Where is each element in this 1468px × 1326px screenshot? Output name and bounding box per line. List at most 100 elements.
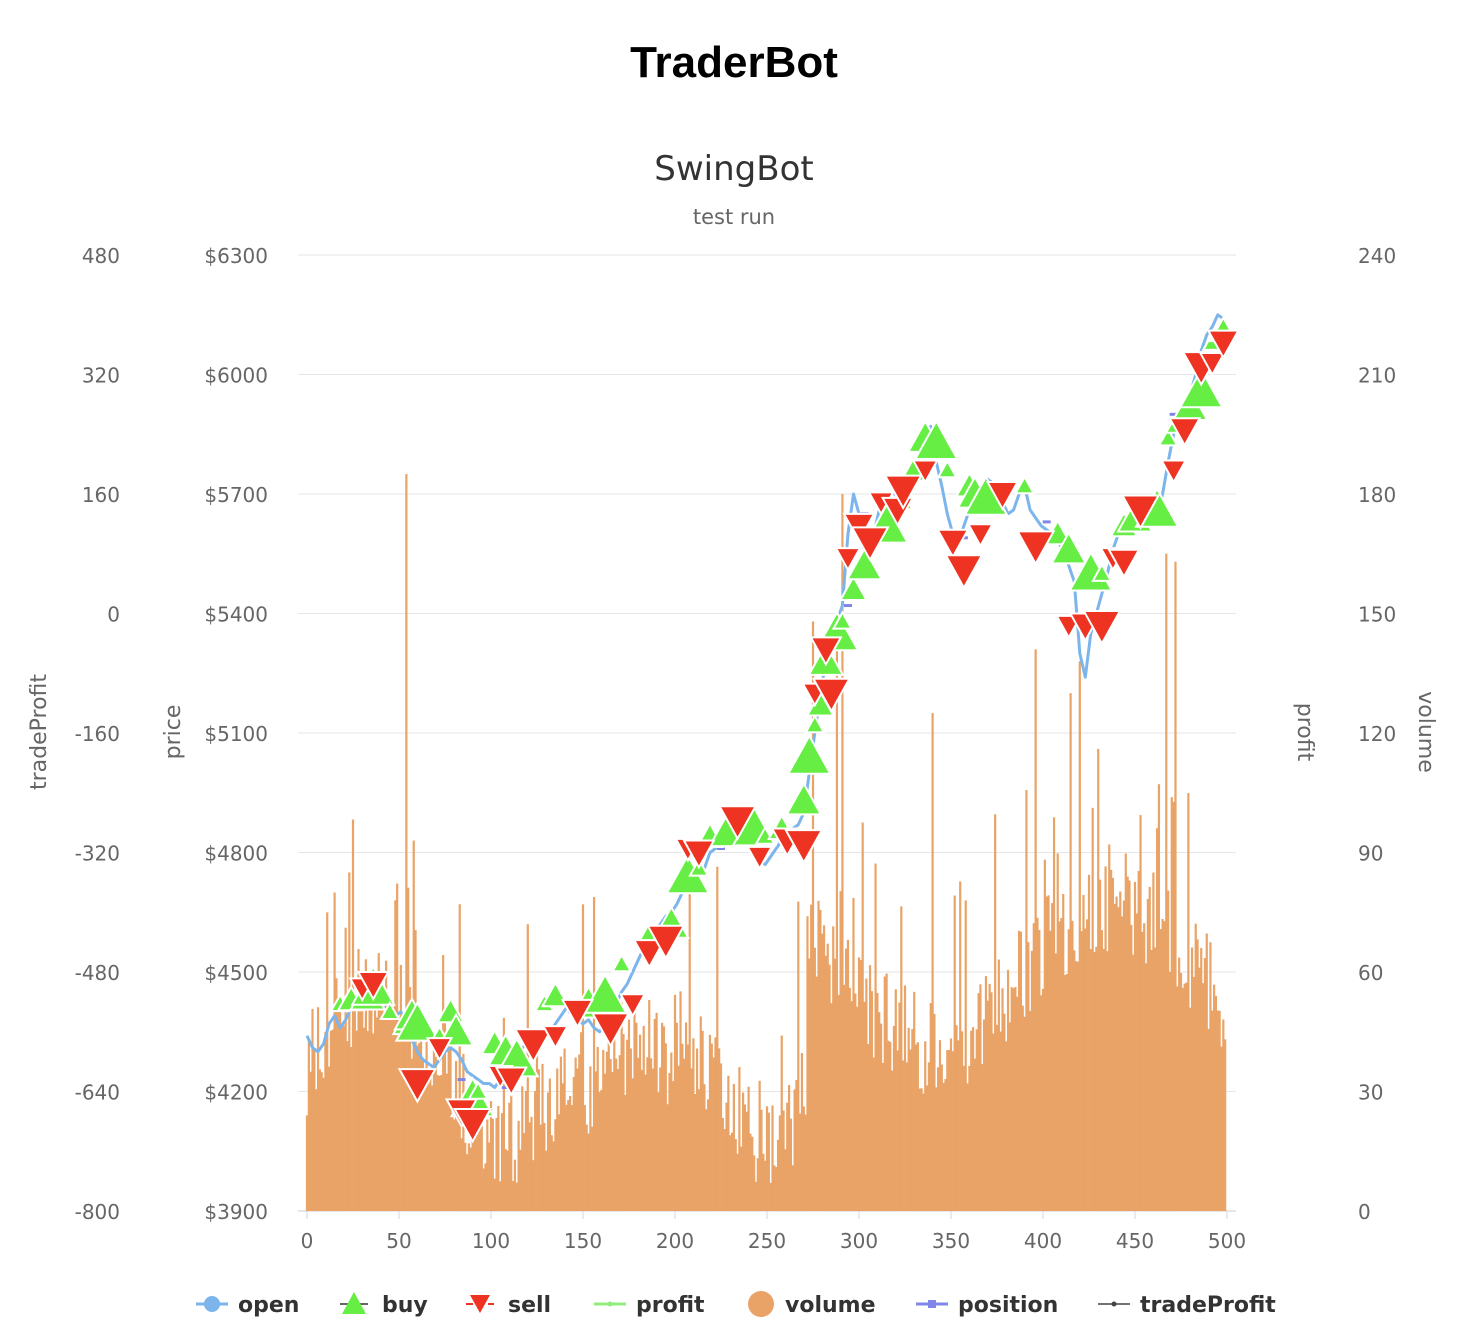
volume-bar <box>342 1025 345 1211</box>
volume-bar <box>1190 947 1194 1211</box>
volume-bar <box>1012 988 1015 1211</box>
volume-bar <box>379 1000 382 1211</box>
volume-bar <box>1126 876 1129 1211</box>
volume-bar <box>504 1149 507 1211</box>
volume-tick-label: 0 <box>1358 1200 1371 1224</box>
volume-bar <box>751 1136 754 1211</box>
volume-bar <box>460 1138 463 1211</box>
volume-bar <box>565 1104 568 1211</box>
buy-marker <box>785 781 823 816</box>
volume-bar <box>418 1043 421 1211</box>
volume-bar <box>1200 948 1203 1211</box>
volume-bar <box>856 1006 859 1211</box>
volume-bar <box>657 1092 660 1211</box>
volume-bar <box>434 1056 437 1211</box>
volume-bar <box>754 1181 758 1211</box>
volume-bar <box>727 1075 730 1211</box>
volume-bar <box>1075 961 1078 1211</box>
position-marker <box>843 604 852 608</box>
volume-bar <box>1097 748 1100 1211</box>
volume-bar <box>1030 950 1034 1211</box>
volume-bar <box>1178 957 1181 1211</box>
price-tick-label: $4800 <box>204 842 268 866</box>
volume-bar <box>616 1068 620 1211</box>
volume-bar <box>1005 1041 1008 1211</box>
legend-item-tradeprofit[interactable]: tradeProfit <box>1098 1293 1276 1318</box>
volume-bar <box>940 1064 943 1211</box>
position-marker <box>717 847 725 851</box>
volume-bar <box>521 1086 524 1211</box>
volume-bar <box>499 1181 502 1211</box>
volume-tick-label: 60 <box>1358 961 1383 985</box>
tradeprofit-tick-label: -320 <box>75 842 120 866</box>
volume-bar <box>563 1048 566 1211</box>
volume-bar <box>464 1142 467 1211</box>
price-tick-label: $5700 <box>204 483 268 507</box>
volume-bar <box>624 1094 627 1211</box>
volume-bar <box>1121 916 1124 1211</box>
volume-bar <box>307 1039 310 1211</box>
volume-bar <box>425 1041 428 1211</box>
volume-bar <box>313 1050 316 1211</box>
volume-bar <box>1213 984 1216 1211</box>
sell-marker <box>494 1066 528 1097</box>
volume-bar <box>366 1031 369 1211</box>
volume-bar <box>1216 1010 1219 1211</box>
volume-bar <box>320 1072 323 1211</box>
volume-bar <box>948 1049 951 1211</box>
legend-item-position[interactable]: position <box>916 1293 1058 1318</box>
volume-bar <box>1008 1022 1011 1211</box>
tradeprofit-tick-label: -480 <box>75 961 120 985</box>
volume-bar <box>477 1114 480 1211</box>
volume-bar <box>388 996 391 1211</box>
volume-bar <box>1144 963 1148 1211</box>
volume-bar <box>510 1095 513 1211</box>
volume-bar <box>541 1063 544 1211</box>
volume-bar <box>1078 661 1081 1211</box>
volume-bar <box>631 1078 634 1211</box>
volume-bar <box>986 1000 989 1211</box>
volume-bar <box>795 1080 798 1211</box>
volume-bar <box>813 947 816 1211</box>
volume-bar <box>405 474 408 1211</box>
volume-bar <box>845 948 848 1211</box>
volume-bar <box>729 1135 732 1211</box>
sell-marker <box>936 528 970 559</box>
legend-item-open[interactable]: open <box>196 1293 299 1318</box>
legend-item-buy[interactable]: buy <box>340 1292 428 1318</box>
sell-marker <box>452 1107 493 1144</box>
buy-marker <box>394 1000 441 1042</box>
legend-label: sell <box>508 1293 551 1318</box>
volume-bar <box>633 999 636 1211</box>
volume-bar <box>773 1165 776 1211</box>
volume-bar <box>848 987 851 1211</box>
volume-bar <box>1065 973 1069 1211</box>
volume-bar <box>1087 874 1091 1211</box>
sell-marker <box>1015 530 1056 566</box>
volume-bar <box>1113 903 1116 1211</box>
volume-bar <box>892 1025 896 1211</box>
profit-axis-title: profit <box>1292 703 1317 762</box>
volume-bar <box>990 992 993 1211</box>
buy-marker <box>379 1000 401 1021</box>
volume-bar <box>938 1040 942 1211</box>
sell-marker <box>883 474 923 511</box>
volume-bar <box>574 1057 577 1211</box>
legend-item-volume[interactable]: volume <box>748 1291 876 1318</box>
volume-bar <box>329 1030 333 1211</box>
volume-tick-label: 90 <box>1358 842 1383 866</box>
volume-bar <box>1150 949 1153 1211</box>
volume-bar <box>1051 903 1054 1211</box>
volume-bar <box>1071 920 1074 1211</box>
legend-item-profit[interactable]: profit <box>594 1293 705 1318</box>
volume-bar <box>1084 928 1087 1211</box>
volume-bar <box>598 1092 601 1211</box>
volume-bar <box>988 983 991 1211</box>
volume-bar <box>1135 913 1138 1211</box>
volume-bar <box>1179 972 1183 1211</box>
volume-bar <box>1014 987 1017 1211</box>
volume-bar <box>992 1033 995 1211</box>
buy-marker <box>913 419 959 461</box>
legend-item-sell[interactable]: sell <box>466 1293 551 1318</box>
volume-bar <box>758 1080 761 1211</box>
